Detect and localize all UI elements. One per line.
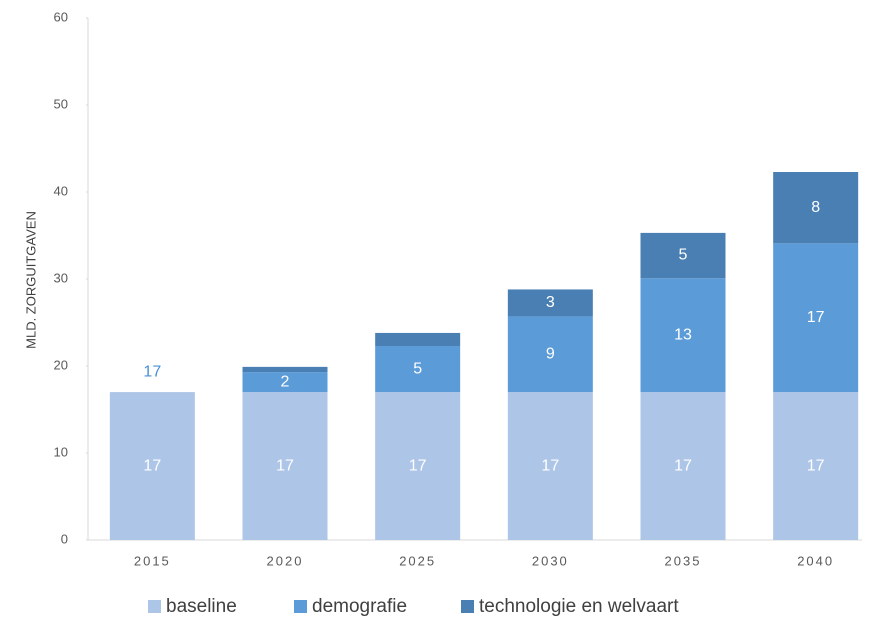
- bar-segment: [242, 366, 328, 373]
- x-tick-label: 2030: [532, 553, 569, 568]
- y-tick-label: 20: [54, 357, 68, 372]
- bar-segment: [773, 243, 859, 393]
- y-tick-label: 50: [54, 96, 68, 111]
- bar-segment: [375, 345, 461, 393]
- legend-label: demografie: [312, 596, 407, 617]
- bar-segment: [242, 372, 328, 393]
- y-tick-label: 10: [54, 444, 68, 459]
- bar-segment: [375, 392, 461, 540]
- y-tick-label: 60: [54, 9, 68, 24]
- bar-segment: [507, 392, 593, 540]
- data-label: 5: [413, 360, 422, 377]
- data-label: 17: [541, 457, 559, 474]
- data-label: 2: [281, 373, 290, 390]
- bar-segment: [640, 392, 726, 540]
- legend-swatch: [294, 600, 307, 613]
- x-tick-label: 2040: [797, 553, 834, 568]
- data-label: 8: [811, 199, 820, 216]
- data-label: 17: [674, 457, 692, 474]
- data-label: 17: [807, 309, 825, 326]
- y-tick-label: 30: [54, 270, 68, 285]
- bar-segment: [242, 392, 328, 540]
- legend-label: baseline: [166, 596, 237, 617]
- x-tick-label: 2020: [267, 553, 304, 568]
- data-label: 3: [546, 294, 555, 311]
- legend-swatch: [461, 600, 474, 613]
- data-label: 17: [143, 457, 161, 474]
- bar-segment: [640, 278, 726, 393]
- bar-segment: [507, 316, 593, 393]
- bar-segment: [773, 171, 859, 244]
- bar-segment: [109, 392, 195, 540]
- y-tick-label: 0: [61, 531, 68, 546]
- bar-segment: [375, 332, 461, 346]
- data-label: 13: [674, 326, 692, 343]
- y-axis-title: MLD. ZORGUITGAVEN: [23, 211, 38, 349]
- x-tick-label: 2015: [134, 553, 171, 568]
- annotation: 17: [143, 363, 161, 380]
- data-label: 17: [409, 457, 427, 474]
- legend-label: technologie en welvaart: [479, 596, 679, 617]
- bar-segment: [640, 232, 726, 279]
- bar-segment: [507, 289, 593, 317]
- data-label: 9: [546, 345, 555, 362]
- data-label: 17: [807, 457, 825, 474]
- y-tick-label: 40: [54, 183, 68, 198]
- data-label: 17: [276, 457, 294, 474]
- data-label: 5: [679, 247, 688, 264]
- legend-swatch: [148, 600, 161, 613]
- bar-segment: [773, 392, 859, 540]
- x-tick-label: 2025: [399, 553, 436, 568]
- x-tick-label: 2035: [665, 553, 702, 568]
